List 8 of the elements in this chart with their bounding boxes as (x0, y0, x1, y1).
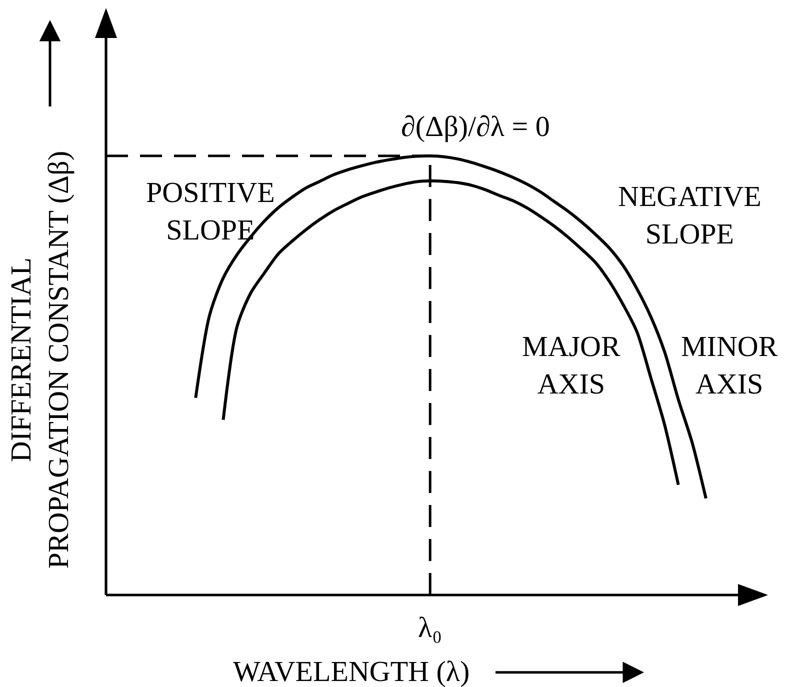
x-axis-title: WAVELENGTH (λ) (233, 656, 470, 687)
series-label: MAJOR AXIS (522, 331, 621, 401)
text: λ₀ (418, 612, 442, 644)
y-axis-title: DIFFERENTIAL PROPAGATION CONSTANT (Δβ) (5, 150, 75, 569)
annotation: NEGATIVE SLOPE (618, 181, 762, 251)
text: ∂(Δβ)/∂λ = 0 (401, 111, 550, 143)
series-label: MINOR AXIS (681, 331, 778, 401)
annotation: POSITIVE SLOPE (146, 177, 275, 247)
